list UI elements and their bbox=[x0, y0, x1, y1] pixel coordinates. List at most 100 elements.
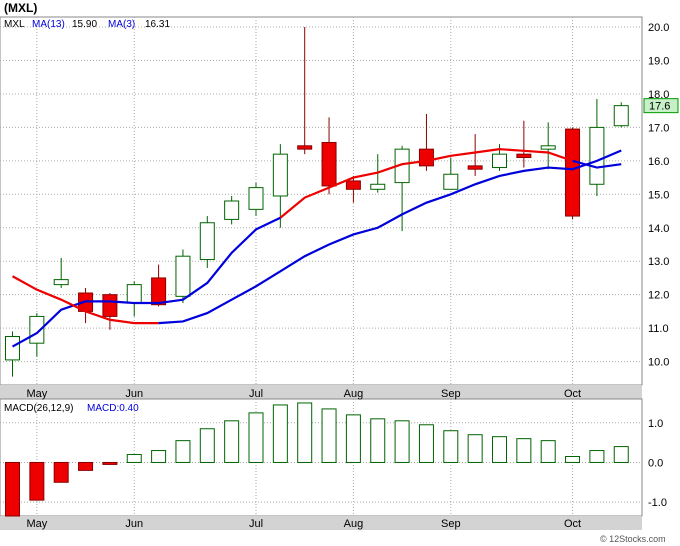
price-y-ticks: 10.0 11.0 12.0 13.0 14.0 15.0 16.0 17.0 18.0 19.0… bbox=[648, 22, 669, 369]
candle-body bbox=[613, 105, 629, 127]
macd-bar bbox=[5, 461, 20, 517]
price-tick-label: 17.0 bbox=[648, 122, 669, 134]
macd-tick-label: 0.0 bbox=[648, 457, 663, 469]
price-tick-label: 20.0 bbox=[648, 22, 669, 34]
month-label: Oct bbox=[564, 518, 581, 530]
candle bbox=[613, 102, 629, 128]
candle bbox=[29, 313, 45, 357]
candle bbox=[443, 157, 459, 190]
price-tick-label: 18.0 bbox=[648, 89, 669, 101]
candle bbox=[516, 120, 532, 168]
month-label: Jun bbox=[125, 388, 143, 400]
macd-grid bbox=[0, 399, 642, 516]
candle-body bbox=[516, 153, 532, 159]
macd-bar bbox=[589, 450, 605, 463]
price-tick-label: 19.0 bbox=[648, 55, 669, 67]
month-label: Aug bbox=[344, 388, 364, 400]
macd-bar bbox=[394, 420, 410, 463]
candle-body bbox=[126, 284, 142, 304]
candle-body bbox=[418, 148, 434, 167]
candle bbox=[5, 331, 20, 377]
candle-body bbox=[345, 180, 361, 190]
month-label: Sep bbox=[441, 518, 461, 530]
macd-bar bbox=[540, 440, 556, 463]
last-price-tag bbox=[643, 98, 679, 114]
ma13-line-segment bbox=[158, 149, 622, 325]
macd-bar bbox=[53, 461, 69, 483]
candle-body bbox=[272, 153, 288, 197]
macd-bar bbox=[29, 461, 45, 501]
price-tick-label: 11.0 bbox=[648, 323, 669, 335]
macd-bar bbox=[516, 438, 532, 463]
x-axis-labels: May May Jun Jun Jul Jul Aug Aug Sep Sep Oct Oct bbox=[26, 388, 581, 530]
candle-body bbox=[5, 335, 20, 361]
legend-ma3-value: 16.31 bbox=[145, 19, 170, 30]
candle-body bbox=[492, 153, 507, 169]
candle bbox=[540, 122, 556, 170]
candle bbox=[345, 175, 361, 203]
candle bbox=[297, 27, 313, 155]
macd-bar bbox=[224, 420, 240, 463]
candle-body bbox=[540, 145, 556, 150]
candle-body bbox=[53, 279, 69, 286]
candle bbox=[224, 195, 240, 225]
macd-bar bbox=[565, 456, 581, 463]
macd-bar bbox=[175, 440, 191, 463]
candle bbox=[151, 264, 167, 307]
price-axis-bar bbox=[0, 385, 642, 399]
macd-bar bbox=[272, 404, 288, 463]
price-tick-label: 10.0 bbox=[648, 357, 669, 369]
macd-bar bbox=[248, 412, 264, 463]
macd-bar bbox=[78, 461, 94, 471]
ma3-line-segment bbox=[572, 159, 622, 169]
macd-bar bbox=[151, 450, 167, 463]
candle-body bbox=[565, 128, 581, 217]
chart-title: (MXL) bbox=[4, 1, 37, 15]
macd-axis-bar bbox=[0, 516, 642, 530]
macd-bar bbox=[199, 428, 215, 463]
ma3-line-segment bbox=[11, 216, 281, 348]
month-label: May bbox=[26, 518, 47, 530]
candle-body bbox=[175, 255, 191, 297]
candle-body bbox=[102, 294, 118, 317]
month-label: Jun bbox=[125, 518, 143, 530]
macd-bar bbox=[418, 424, 434, 463]
macd-bar bbox=[370, 418, 386, 463]
month-label: Sep bbox=[441, 388, 461, 400]
macd-bar bbox=[126, 454, 142, 463]
candle bbox=[589, 98, 605, 196]
candle bbox=[53, 257, 69, 288]
candle-body bbox=[151, 277, 167, 306]
candle bbox=[175, 249, 191, 304]
candle-body bbox=[589, 126, 605, 185]
macd-tick-label: -1.0 bbox=[648, 497, 667, 509]
candle bbox=[102, 293, 118, 330]
legend-ma3-label: MA(3) bbox=[108, 19, 135, 30]
candle-body bbox=[321, 141, 337, 187]
watermark: © 12Stocks.com bbox=[600, 534, 666, 544]
legend-macd-label: MACD(26,12,9) bbox=[4, 403, 73, 414]
candle-body bbox=[370, 183, 386, 190]
candle-body bbox=[467, 165, 483, 170]
price-tick-label: 14.0 bbox=[648, 223, 669, 235]
candle-body bbox=[443, 173, 459, 190]
macd-bar bbox=[492, 436, 507, 463]
candle bbox=[321, 117, 337, 195]
legend-symbol: MXL bbox=[4, 19, 25, 30]
last-price-tag-label: 17.6 bbox=[649, 101, 670, 113]
candle-body bbox=[297, 145, 313, 150]
candle-body bbox=[29, 315, 45, 344]
candle-body bbox=[248, 187, 264, 210]
ma3-line-segment bbox=[279, 148, 573, 219]
macd-bar bbox=[613, 446, 629, 463]
ma13-line-segment bbox=[11, 275, 159, 325]
candle bbox=[126, 281, 142, 317]
price-tick-label: 16.0 bbox=[648, 156, 669, 168]
candle bbox=[199, 216, 215, 268]
price-panel-frame bbox=[0, 16, 643, 386]
price-tick-label: 12.0 bbox=[648, 290, 669, 302]
macd-bar bbox=[467, 434, 483, 463]
legend-ma13-label: MA(13) bbox=[32, 19, 65, 30]
legend-ma13-value: 15.90 bbox=[72, 19, 97, 30]
